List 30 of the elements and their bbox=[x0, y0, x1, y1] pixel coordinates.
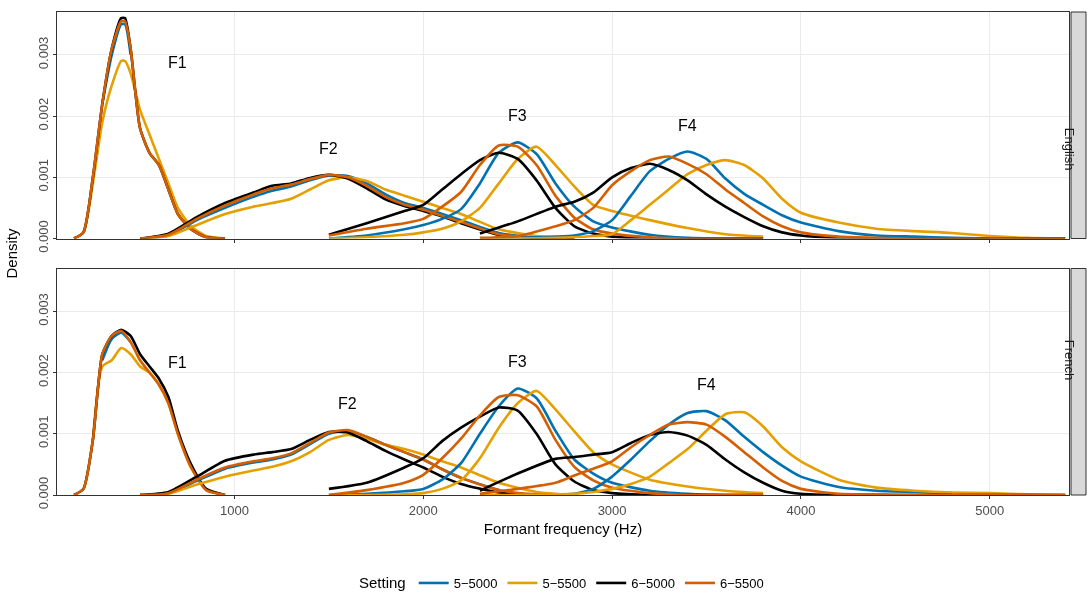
y-tick-label: 0.000 bbox=[35, 220, 51, 253]
y-axis-title: Density bbox=[2, 227, 20, 279]
legend-label: 5−5000 bbox=[453, 576, 498, 592]
y-tick-label: 0.001 bbox=[35, 415, 51, 449]
y-tick-label: 0.000 bbox=[35, 476, 51, 510]
legend-label: 5−5500 bbox=[542, 576, 587, 592]
text: French bbox=[1061, 339, 1077, 381]
y-tick-label: 0.002 bbox=[35, 354, 51, 387]
y-tick-label: 0.001 bbox=[35, 159, 51, 192]
legend-label: 6−5500 bbox=[719, 576, 764, 592]
legend-label: 6−5000 bbox=[631, 576, 675, 592]
x-tick-label: 4000 bbox=[786, 502, 816, 518]
x-tick-label: 5000 bbox=[975, 502, 1005, 518]
annotation: F4 bbox=[697, 376, 716, 393]
text: English bbox=[1061, 127, 1077, 171]
annotation: F3 bbox=[508, 353, 527, 370]
annotation: F3 bbox=[508, 107, 527, 124]
annotation: F1 bbox=[168, 354, 187, 371]
x-axis-title: Formant frequency (Hz) bbox=[483, 519, 643, 537]
annotation: F2 bbox=[338, 395, 357, 412]
annotation: F2 bbox=[319, 140, 338, 157]
y-tick-label: 0.003 bbox=[35, 293, 51, 326]
x-tick-label: 1000 bbox=[220, 502, 249, 518]
annotation: F4 bbox=[678, 117, 697, 134]
x-tick-label: 2000 bbox=[408, 502, 438, 518]
annotation: F1 bbox=[168, 54, 187, 71]
y-tick-label: 0.003 bbox=[35, 36, 51, 70]
x-tick-label: 3000 bbox=[597, 502, 627, 518]
legend-title: Setting bbox=[359, 573, 406, 591]
y-tick-label: 0.002 bbox=[35, 97, 51, 131]
